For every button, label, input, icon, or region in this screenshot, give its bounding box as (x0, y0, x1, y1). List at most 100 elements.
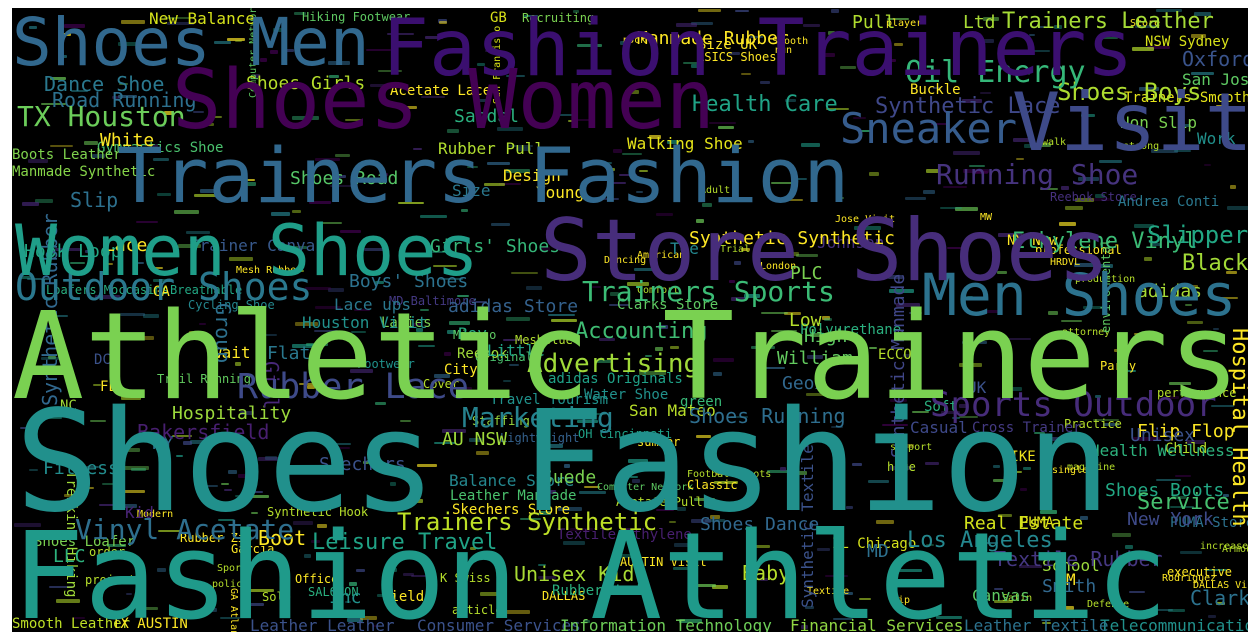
filler-speck (959, 363, 982, 367)
word-hrdvl: HRDVL (1050, 257, 1081, 268)
filler-speck (199, 323, 206, 325)
filler-speck (174, 210, 199, 214)
word-san-jose: San Jose (1182, 70, 1248, 89)
filler-speck (180, 167, 186, 170)
filler-speck (876, 239, 882, 241)
word-shoes-boots: Shoes Boots (1105, 480, 1225, 501)
word-child: Child (1165, 441, 1208, 457)
word-accounting: Accounting (575, 319, 708, 344)
filler-speck (613, 592, 623, 595)
filler-speck (1134, 224, 1154, 228)
filler-speck (1175, 475, 1191, 477)
filler-speck (491, 223, 510, 226)
filler-speck (99, 504, 121, 506)
word-mw: MW (980, 212, 993, 223)
filler-speck (1040, 188, 1058, 190)
word-toe: Toe (670, 239, 699, 258)
filler-speck (351, 331, 366, 333)
filler-speck (730, 416, 748, 418)
word-salomon: SALOMON (308, 585, 359, 599)
filler-speck (903, 354, 913, 357)
word-hook-loop: Hook Loop (24, 241, 122, 262)
filler-speck (994, 600, 1013, 603)
filler-speck (208, 608, 217, 612)
word-ladies: Ladies (381, 315, 432, 331)
filler-speck (1099, 160, 1122, 163)
filler-speck (854, 226, 881, 230)
filler-speck (959, 404, 968, 408)
filler-speck (416, 328, 423, 332)
filler-speck (993, 479, 1010, 482)
word-shoes-boys: Shoes Boys (1057, 78, 1202, 106)
filler-speck (645, 355, 652, 357)
word-rubber-hook: Rubber Hook (552, 583, 645, 599)
filler-speck (1039, 26, 1046, 28)
filler-speck (293, 521, 313, 525)
filler-speck (762, 367, 785, 369)
filler-speck (1103, 423, 1119, 426)
word-johnson: Johnson (817, 233, 885, 252)
word-health-wellness: Health Wellness (1090, 441, 1235, 460)
word-road-running: Road Running (52, 88, 197, 112)
filler-speck (364, 248, 385, 251)
word-young: Young (536, 183, 585, 202)
filler-speck (189, 331, 195, 334)
filler-speck (457, 295, 469, 297)
word-marketing: Marketing (462, 401, 614, 434)
filler-speck (967, 296, 973, 300)
filler-speck (400, 420, 411, 422)
filler-speck (200, 485, 218, 487)
filler-speck (107, 263, 113, 265)
filler-speck (250, 589, 274, 592)
filler-speck (406, 499, 423, 503)
filler-speck (583, 620, 590, 623)
word-boots-leather: Boots Leather (12, 147, 122, 163)
filler-speck (270, 50, 278, 54)
word-green: green (680, 394, 723, 410)
filler-speck (1009, 387, 1022, 391)
word-modern: Modern (137, 509, 174, 520)
filler-speck (632, 479, 640, 483)
filler-speck (475, 301, 487, 303)
filler-speck (425, 36, 443, 39)
filler-speck (625, 90, 639, 94)
filler-speck (771, 182, 797, 184)
filler-speck (1023, 467, 1031, 470)
filler-speck (372, 625, 378, 627)
filler-speck (306, 343, 328, 346)
filler-speck (292, 116, 319, 120)
word-manmade-synthetic: Manmade Synthetic (12, 164, 156, 180)
word-rubber-zip: Rubber Zip (180, 531, 253, 545)
filler-speck (411, 575, 434, 577)
filler-speck (840, 66, 856, 69)
word-skechers: Skechers (319, 454, 406, 475)
word-party: Party (1100, 359, 1137, 373)
filler-speck (172, 435, 192, 437)
filler-speck (64, 494, 85, 497)
filler-speck (831, 426, 843, 428)
filler-speck (258, 457, 281, 461)
word-shoes-men: Shoes Men (12, 8, 370, 81)
word-reebok-store: Reebok Store (1050, 190, 1137, 204)
filler-speck (497, 127, 523, 131)
word-armour: Armour (1222, 544, 1248, 555)
filler-speck (1152, 243, 1161, 246)
filler-speck (439, 21, 447, 24)
filler-speck (1013, 138, 1033, 142)
word-project: project (85, 573, 136, 587)
word-attorney: attorney (1062, 327, 1111, 338)
filler-speck (890, 399, 907, 402)
word-comfort: Comfort (637, 285, 680, 296)
filler-speck (1034, 432, 1045, 434)
filler-speck (200, 189, 217, 193)
word-textile: Textile (807, 586, 850, 597)
filler-speck (784, 312, 801, 315)
filler-speck (22, 202, 39, 206)
filler-speck (1169, 382, 1191, 385)
filler-speck (516, 147, 531, 151)
filler-speck (1227, 206, 1248, 210)
filler-speck (1144, 257, 1152, 261)
filler-speck (1180, 551, 1202, 554)
filler-speck (796, 254, 818, 257)
word-k-swiss: K Swiss (440, 571, 491, 585)
